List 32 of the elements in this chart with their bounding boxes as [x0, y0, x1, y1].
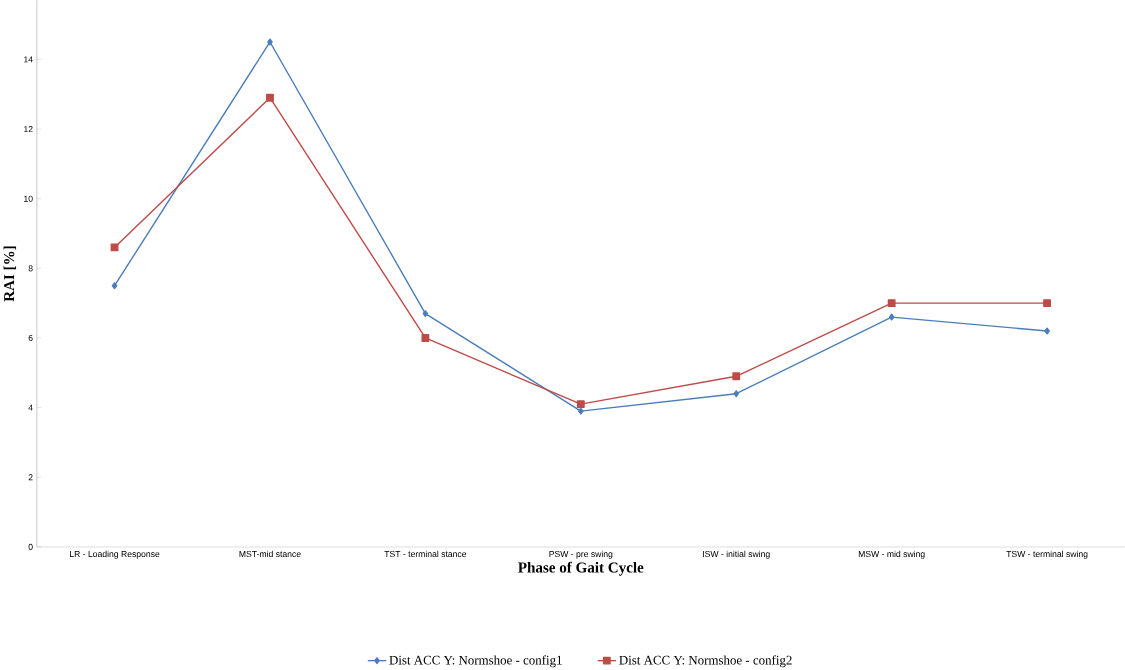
point [576, 400, 585, 408]
y-tick-label: 2 [28, 474, 33, 481]
x-tick-label: TSW - terminal swing [1006, 550, 1088, 559]
y-axis-title: RAI [%] [3, 246, 17, 302]
x-tick-label: ISW - initial swing [703, 550, 770, 559]
point [1044, 327, 1050, 335]
x-tick-label: TST - terminal stance [384, 550, 467, 557]
point [732, 372, 741, 381]
point [111, 282, 118, 290]
point [888, 313, 895, 321]
point [267, 38, 273, 46]
legend-label: Dist ACC Y: Normshoe - config2 [619, 655, 792, 668]
y-tick-label: 0 [28, 543, 33, 550]
y-tick-label: 10 [24, 195, 33, 202]
y-tick-label: 4 [28, 404, 33, 411]
point [578, 407, 584, 415]
x-axis-title: Phase of Gait Cycle [518, 561, 644, 576]
x-tick-label: PSW - pre swing [549, 550, 613, 559]
y-tick-label: 6 [28, 334, 33, 341]
point [887, 299, 896, 307]
point [421, 333, 430, 342]
y-tick-label: 8 [28, 265, 33, 272]
x-tick-label: MST-mid stance [239, 550, 301, 557]
point [733, 390, 740, 398]
legend-label: Dist ACC Y: Normshoe - config1 [389, 655, 562, 668]
point [422, 309, 429, 317]
y-tick-label: 12 [24, 125, 33, 132]
y-tick-label: 14 [24, 56, 33, 63]
x-tick-label: MSW - mid swing [858, 550, 925, 559]
point [266, 93, 274, 102]
x-tick-label: LR - Loading Response [70, 550, 160, 559]
point [1043, 299, 1052, 307]
